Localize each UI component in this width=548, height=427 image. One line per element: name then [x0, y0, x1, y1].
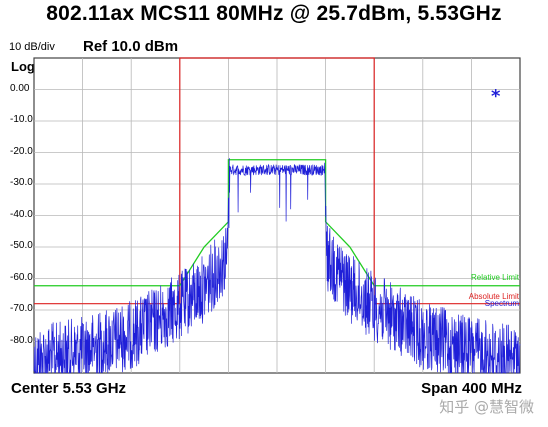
- watermark: 知乎 @慧智微: [439, 398, 534, 416]
- legend-spectrum: Spectrum: [485, 299, 520, 308]
- y-tick-label: -60.0: [10, 271, 33, 283]
- y-tick-label: -20.0: [10, 145, 33, 157]
- scale-label: 10 dB/div: [9, 41, 55, 53]
- y-tick-label: -40.0: [10, 208, 33, 220]
- legend-absolute-limit: Absolute Limit: [469, 292, 520, 301]
- marker-star-icon: *: [491, 86, 501, 107]
- chart-title: 802.11ax MCS11 80MHz @ 25.7dBm, 5.53GHz: [46, 2, 502, 25]
- log-label: Log: [11, 59, 35, 74]
- y-tick-label: -80.0: [10, 334, 33, 346]
- y-tick-label: -10.0: [10, 114, 33, 125]
- y-tick-label: -70.0: [10, 303, 33, 314]
- ref-level-label: Ref 10.0 dBm: [83, 38, 179, 55]
- relative-limit-line: [34, 159, 520, 287]
- grid: [33, 57, 521, 374]
- y-tick-label: 0.00: [10, 82, 30, 94]
- spectrum-trace: [33, 158, 521, 375]
- span-label: Span 400 MHz: [421, 380, 522, 397]
- y-tick-label: -30.0: [10, 177, 33, 188]
- center-frequency-label: Center 5.53 GHz: [11, 380, 127, 397]
- spectrum-trace-line: [33, 158, 521, 375]
- y-tick-label: -50.0: [10, 240, 33, 251]
- legend-relative-limit: Relative Limit: [471, 273, 520, 282]
